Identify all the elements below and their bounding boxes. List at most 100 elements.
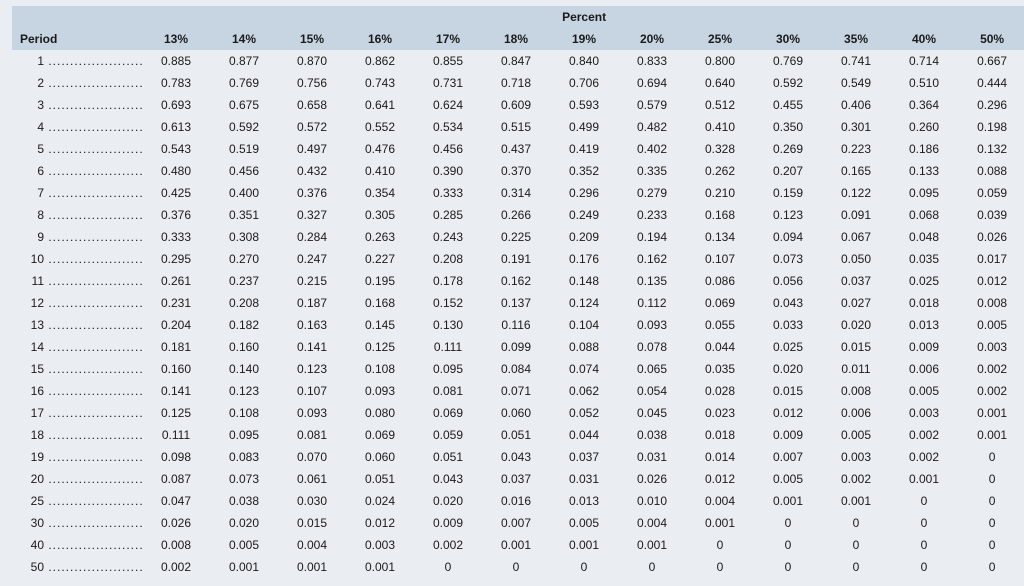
value-cell: 0 — [958, 512, 1024, 534]
value-cell: 0.054 — [618, 380, 686, 402]
period-leader: ...................... — [44, 142, 142, 156]
value-cell: 0.640 — [686, 72, 754, 94]
value-cell: 0.123 — [754, 204, 822, 226]
value-cell: 0.003 — [346, 534, 414, 556]
value-cell: 0.003 — [958, 336, 1024, 358]
value-cell: 0.510 — [890, 72, 958, 94]
value-cell: 0.111 — [414, 336, 482, 358]
value-cell: 0.068 — [890, 204, 958, 226]
value-cell: 0.140 — [210, 358, 278, 380]
value-cell: 0.160 — [210, 336, 278, 358]
period-cell: 7 ...................... — [12, 182, 142, 204]
value-cell: 0.194 — [618, 226, 686, 248]
value-cell: 0.060 — [346, 446, 414, 468]
value-cell: 0.095 — [414, 358, 482, 380]
value-cell: 0.088 — [958, 160, 1024, 182]
value-cell: 0.410 — [686, 116, 754, 138]
col-header: 50% — [958, 28, 1024, 50]
value-cell: 0.187 — [278, 292, 346, 314]
value-cell: 0.004 — [618, 512, 686, 534]
value-cell: 0.176 — [550, 248, 618, 270]
value-cell: 0.002 — [890, 446, 958, 468]
value-cell: 0.328 — [686, 138, 754, 160]
value-cell: 0.364 — [890, 94, 958, 116]
value-cell: 0.227 — [346, 248, 414, 270]
value-cell: 0.370 — [482, 160, 550, 182]
period-number: 25 — [30, 494, 44, 508]
col-header: 30% — [754, 28, 822, 50]
value-cell: 0.249 — [550, 204, 618, 226]
period-leader: ...................... — [44, 76, 142, 90]
value-cell: 0.031 — [618, 446, 686, 468]
percent-header: Percent — [142, 6, 1024, 28]
value-cell: 0.354 — [346, 182, 414, 204]
value-cell: 0.270 — [210, 248, 278, 270]
value-cell: 0.108 — [346, 358, 414, 380]
period-cell: 20 ...................... — [12, 468, 142, 490]
period-cell: 8 ...................... — [12, 204, 142, 226]
value-cell: 0.001 — [958, 402, 1024, 424]
value-cell: 0.112 — [618, 292, 686, 314]
value-cell: 0.093 — [346, 380, 414, 402]
value-cell: 0.301 — [822, 116, 890, 138]
value-cell: 0.020 — [754, 358, 822, 380]
value-cell: 0.579 — [618, 94, 686, 116]
table-row: 19 ......................0.0980.0830.070… — [12, 446, 1024, 468]
value-cell: 0.351 — [210, 204, 278, 226]
value-cell: 0.004 — [686, 490, 754, 512]
value-cell: 0.027 — [822, 292, 890, 314]
value-cell: 0.018 — [686, 424, 754, 446]
value-cell: 0.260 — [890, 116, 958, 138]
value-cell: 0.002 — [142, 556, 210, 578]
period-leader: ...................... — [44, 472, 142, 486]
value-cell: 0.108 — [210, 402, 278, 424]
value-cell: 0.168 — [346, 292, 414, 314]
period-cell: 17 ...................... — [12, 402, 142, 424]
period-header: Period — [12, 28, 142, 50]
value-cell: 0.327 — [278, 204, 346, 226]
value-cell: 0.191 — [482, 248, 550, 270]
value-cell: 0 — [686, 556, 754, 578]
value-cell: 0.163 — [278, 314, 346, 336]
value-cell: 0 — [482, 556, 550, 578]
value-cell: 0.002 — [958, 358, 1024, 380]
table-row: 6 ......................0.4800.4560.4320… — [12, 160, 1024, 182]
value-cell: 0.037 — [550, 446, 618, 468]
value-cell: 0.094 — [754, 226, 822, 248]
value-cell: 0.124 — [550, 292, 618, 314]
value-cell: 0.731 — [414, 72, 482, 94]
value-cell: 0.198 — [958, 116, 1024, 138]
value-cell: 0.162 — [482, 270, 550, 292]
value-cell: 0.095 — [210, 424, 278, 446]
period-leader: ...................... — [44, 230, 142, 244]
value-cell: 0.088 — [550, 336, 618, 358]
value-cell: 0.135 — [618, 270, 686, 292]
value-cell: 0.069 — [414, 402, 482, 424]
value-cell: 0.012 — [686, 468, 754, 490]
period-leader: ...................... — [44, 186, 142, 200]
value-cell: 0.003 — [822, 446, 890, 468]
value-cell: 0.186 — [890, 138, 958, 160]
table-row: 20 ......................0.0870.0730.061… — [12, 468, 1024, 490]
period-cell: 13 ...................... — [12, 314, 142, 336]
value-cell: 0.425 — [142, 182, 210, 204]
table-row: 18 ......................0.1110.0950.081… — [12, 424, 1024, 446]
value-cell: 0.098 — [142, 446, 210, 468]
value-cell: 0.070 — [278, 446, 346, 468]
period-number: 11 — [30, 274, 44, 288]
value-cell: 0.613 — [142, 116, 210, 138]
value-cell: 0.181 — [142, 336, 210, 358]
value-cell: 0.005 — [754, 468, 822, 490]
value-cell: 0.001 — [686, 512, 754, 534]
value-cell: 0.025 — [754, 336, 822, 358]
value-cell: 0.204 — [142, 314, 210, 336]
value-cell: 0.284 — [278, 226, 346, 248]
value-cell: 0.086 — [686, 270, 754, 292]
period-leader: ...................... — [44, 450, 142, 464]
value-cell: 0.111 — [142, 424, 210, 446]
col-header: 13% — [142, 28, 210, 50]
value-cell: 0.165 — [822, 160, 890, 182]
value-cell: 0.609 — [482, 94, 550, 116]
value-cell: 0.006 — [822, 402, 890, 424]
period-leader: ...................... — [44, 252, 142, 266]
